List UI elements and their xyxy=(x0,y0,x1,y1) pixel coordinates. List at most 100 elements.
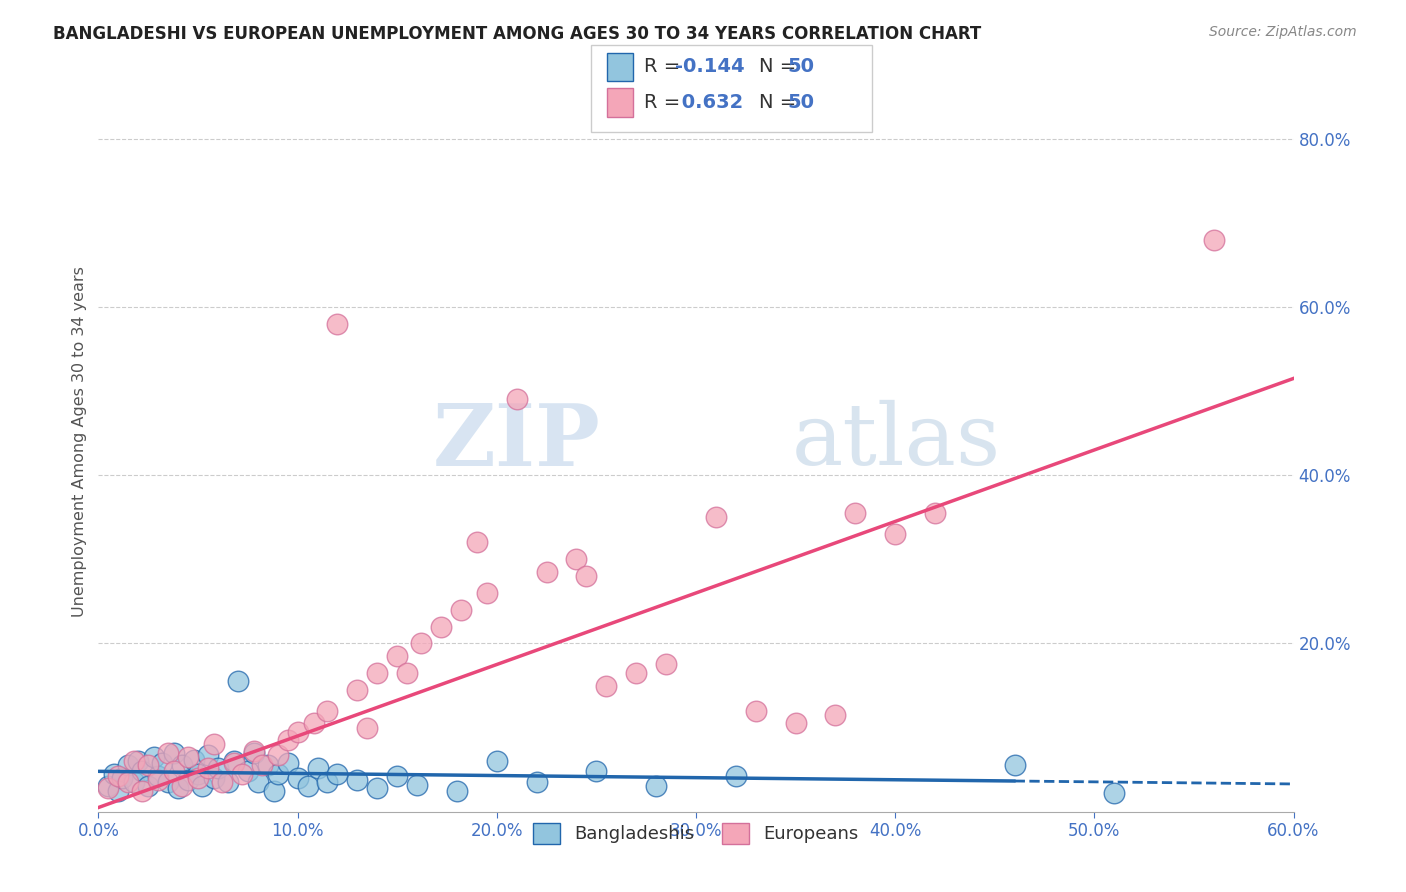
Point xyxy=(302,716,325,731)
Point xyxy=(202,738,225,752)
Point xyxy=(626,665,648,680)
Point xyxy=(366,781,388,796)
Text: 50: 50 xyxy=(787,57,814,77)
Point xyxy=(924,506,946,520)
Point xyxy=(131,783,153,797)
Text: Source: ZipAtlas.com: Source: ZipAtlas.com xyxy=(1209,25,1357,39)
Point xyxy=(202,771,225,785)
Point xyxy=(536,565,558,579)
Point xyxy=(326,767,349,781)
Point xyxy=(172,780,194,794)
Point xyxy=(267,767,290,781)
Point xyxy=(131,764,153,779)
Point xyxy=(267,747,290,762)
Point xyxy=(884,527,907,541)
Point xyxy=(704,510,727,524)
Text: R =: R = xyxy=(644,93,686,112)
Point xyxy=(187,771,209,785)
Point xyxy=(655,657,678,672)
Point xyxy=(157,775,180,789)
Point xyxy=(136,780,159,794)
Point xyxy=(177,772,200,787)
Point xyxy=(565,552,588,566)
Point xyxy=(1004,758,1026,772)
Point xyxy=(287,771,309,785)
Point xyxy=(222,756,245,770)
Point xyxy=(103,767,125,781)
Point xyxy=(385,649,409,664)
Point xyxy=(136,758,159,772)
Point xyxy=(446,783,468,797)
Point xyxy=(485,754,508,768)
Text: 0.632: 0.632 xyxy=(675,93,744,112)
Text: atlas: atlas xyxy=(792,400,1001,483)
Point xyxy=(167,781,190,796)
Point xyxy=(226,674,249,689)
Point xyxy=(231,767,253,781)
Point xyxy=(117,758,139,772)
Point xyxy=(197,761,219,775)
Point xyxy=(263,783,285,797)
Point xyxy=(724,769,747,783)
Point xyxy=(450,603,472,617)
Point xyxy=(465,535,488,549)
Point xyxy=(243,744,266,758)
Point xyxy=(346,682,368,697)
Text: N =: N = xyxy=(759,57,803,77)
Point xyxy=(97,780,120,794)
Text: R =: R = xyxy=(644,57,686,77)
Y-axis label: Unemployment Among Ages 30 to 34 years: Unemployment Among Ages 30 to 34 years xyxy=(72,266,87,617)
Point xyxy=(191,780,214,794)
Point xyxy=(316,704,339,718)
Point xyxy=(250,758,273,772)
Point xyxy=(785,716,807,731)
Legend: Bangladeshis, Europeans: Bangladeshis, Europeans xyxy=(526,815,866,851)
Point xyxy=(645,780,668,794)
Point xyxy=(475,586,498,600)
Point xyxy=(297,780,319,794)
Point xyxy=(385,769,409,783)
Point xyxy=(207,761,229,775)
Point xyxy=(172,758,194,772)
Point xyxy=(595,679,617,693)
Point xyxy=(143,750,166,764)
Point xyxy=(97,781,120,796)
Point xyxy=(256,758,278,772)
Point xyxy=(117,775,139,789)
Point xyxy=(287,724,309,739)
Point xyxy=(187,767,209,781)
Point xyxy=(326,317,349,331)
Point xyxy=(107,783,129,797)
Text: N =: N = xyxy=(759,93,803,112)
Point xyxy=(411,636,433,650)
Point xyxy=(236,764,259,779)
Point xyxy=(124,775,146,789)
Point xyxy=(217,775,239,789)
Point xyxy=(197,747,219,762)
Point xyxy=(148,769,170,783)
Point xyxy=(163,764,186,779)
Point xyxy=(406,778,429,792)
Text: -0.144: -0.144 xyxy=(675,57,745,77)
Point xyxy=(307,761,329,775)
Point xyxy=(177,750,200,764)
Point xyxy=(745,704,768,718)
Point xyxy=(150,756,173,770)
Point xyxy=(844,506,866,520)
Point xyxy=(183,753,205,767)
Point xyxy=(277,733,299,747)
Point xyxy=(211,775,233,789)
Point xyxy=(124,754,146,768)
Point xyxy=(585,764,607,779)
Point xyxy=(1104,786,1126,800)
Text: 50: 50 xyxy=(787,93,814,112)
Point xyxy=(246,775,269,789)
Point xyxy=(824,708,846,723)
Point xyxy=(222,754,245,768)
Point xyxy=(526,775,548,789)
Point xyxy=(111,771,134,785)
Text: ZIP: ZIP xyxy=(433,400,600,483)
Point xyxy=(430,619,453,633)
Point xyxy=(243,746,266,760)
Point xyxy=(127,754,149,768)
